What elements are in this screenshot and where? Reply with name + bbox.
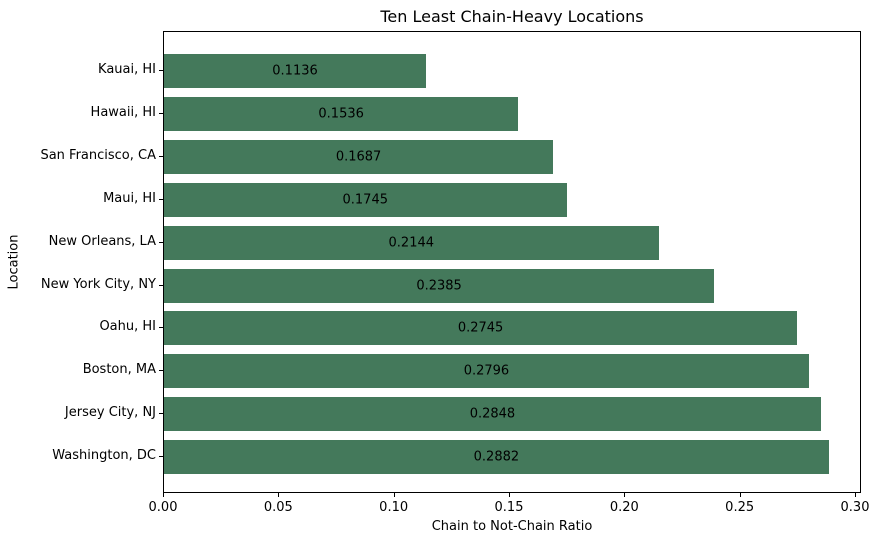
y-tick-label: New Orleans, LA [48,233,156,249]
y-tick-mark [159,284,163,286]
y-tick-mark [159,70,163,71]
y-tick-label: Kauai, HI [98,62,156,77]
y-axis-label: Location [6,234,22,290]
bar-value-label: 0.2796 [463,363,510,379]
bar: 0.1536 [164,96,519,131]
y-tick-label: San Francisco, CA [40,147,156,163]
x-tick-label: 0.25 [725,500,755,515]
x-tick-mark [739,493,741,497]
bar-value-label: 0.1687 [335,149,382,165]
y-tick-label: Boston, MA [82,362,156,378]
x-tick-mark [393,493,395,497]
bar: 0.2745 [164,311,798,346]
bar: 0.1745 [164,182,567,217]
bar-value-label: 0.2385 [416,278,462,293]
x-tick-mark [278,493,280,497]
bar: 0.2144 [164,225,659,260]
bar-value-label: 0.1745 [342,192,389,208]
x-tick-mark [509,493,510,497]
chart-title: Ten Least Chain-Heavy Locations [380,7,644,26]
y-tick-mark [159,456,163,458]
bar: 0.2385 [164,268,715,303]
x-tick-mark [163,493,164,497]
bar-value-label: 0.1536 [318,106,364,122]
bar: 0.1136 [164,54,427,88]
y-tick-label: Jersey City, NJ [64,405,156,421]
y-tick-label: New York City, NY [40,276,156,292]
y-tick-mark [159,198,163,200]
bar-value-label: 0.1136 [272,63,318,79]
x-tick-mark [855,493,856,497]
y-tick-mark [159,112,163,114]
y-tick-label: Hawaii, HI [90,104,156,120]
bar-value-label: 0.2882 [473,449,520,465]
x-tick-label: 0.00 [148,500,178,515]
y-tick-label: Washington, DC [52,448,156,464]
y-tick-mark [159,155,163,157]
bar-value-label: 0.2745 [457,320,504,336]
x-tick-label: 0.10 [379,500,409,515]
x-tick-mark [624,493,626,497]
x-axis-label: Chain to Not-Chain Ratio [431,519,593,534]
bar: 0.2796 [164,354,809,389]
y-tick-mark [159,413,163,415]
y-tick-label: Maui, HI [103,190,156,206]
x-tick-label: 0.20 [609,500,639,515]
x-tick-label: 0.15 [494,500,524,515]
y-tick-mark [159,327,163,329]
y-tick-label: Oahu, HI [99,319,156,335]
plot-area: 0.1136 0.1536 0.1687 0.1745 0.2144 0.2385 0.27… [163,31,861,493]
bar-value-label: 0.2144 [388,235,435,251]
y-tick-mark [159,241,163,243]
bar: 0.2882 [164,440,829,475]
x-tick-label: 0.30 [840,500,870,515]
bar: 0.1687 [164,139,554,174]
x-tick-label: 0.05 [263,500,293,515]
y-tick-mark [159,370,163,372]
bar-value-label: 0.2848 [469,406,516,422]
bar: 0.2848 [164,397,821,432]
